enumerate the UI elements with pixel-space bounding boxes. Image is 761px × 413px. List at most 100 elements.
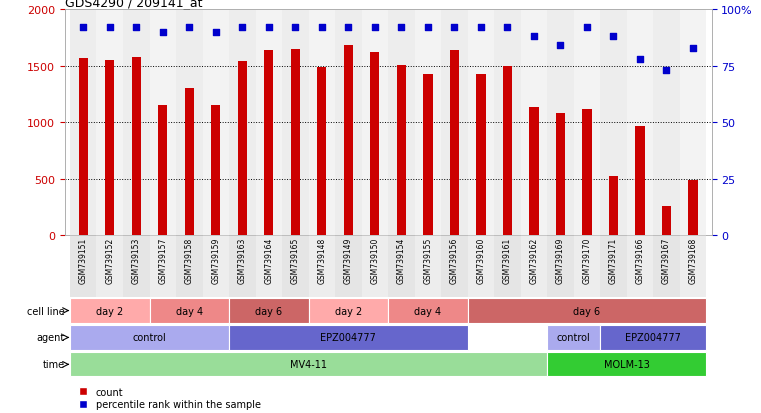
Bar — [582, 109, 591, 235]
Bar — [149, 299, 229, 323]
Bar — [256, 235, 282, 297]
Bar — [388, 10, 415, 235]
Bar — [680, 10, 706, 235]
Bar — [158, 106, 167, 235]
Point — [316, 25, 328, 32]
Bar — [653, 235, 680, 297]
Text: day 2: day 2 — [96, 306, 123, 316]
Bar — [70, 10, 97, 235]
Bar — [415, 235, 441, 297]
Bar — [229, 299, 308, 323]
Bar — [344, 46, 353, 235]
Bar — [202, 235, 229, 297]
Text: GSM739151: GSM739151 — [78, 237, 88, 283]
Point — [422, 25, 434, 32]
Point — [369, 25, 381, 32]
Point — [236, 25, 248, 32]
Bar — [600, 10, 627, 235]
Text: agent: agent — [37, 332, 65, 343]
Point — [687, 45, 699, 52]
Text: cell line: cell line — [27, 306, 65, 316]
Bar — [476, 74, 486, 235]
Point — [157, 29, 169, 36]
Point — [210, 29, 222, 36]
Point — [77, 25, 89, 32]
Text: EPZ004777: EPZ004777 — [320, 332, 376, 343]
Text: day 4: day 4 — [414, 306, 441, 316]
Point — [263, 25, 275, 32]
Text: GSM739169: GSM739169 — [556, 237, 565, 284]
Bar — [335, 235, 361, 297]
Point — [289, 25, 301, 32]
Bar — [450, 51, 459, 235]
Bar — [600, 235, 627, 297]
Bar — [468, 299, 706, 323]
Bar — [264, 51, 273, 235]
Bar — [574, 10, 600, 235]
Text: GSM739159: GSM739159 — [212, 237, 220, 284]
Bar — [176, 10, 202, 235]
Bar — [680, 235, 706, 297]
Bar — [689, 180, 698, 235]
Text: GSM739163: GSM739163 — [237, 237, 247, 284]
Bar — [547, 10, 574, 235]
Bar — [468, 10, 494, 235]
Point — [661, 68, 673, 74]
Legend: count, percentile rank within the sample: count, percentile rank within the sample — [69, 383, 265, 413]
Text: GSM739165: GSM739165 — [291, 237, 300, 284]
Bar — [361, 235, 388, 297]
Text: GSM739153: GSM739153 — [132, 237, 141, 284]
Bar — [97, 10, 123, 235]
Point — [130, 25, 142, 32]
Bar — [635, 126, 645, 235]
Text: GSM739161: GSM739161 — [503, 237, 512, 283]
Text: time: time — [43, 359, 65, 370]
Point — [342, 25, 355, 32]
Bar — [361, 10, 388, 235]
Text: GSM739166: GSM739166 — [635, 237, 645, 284]
Bar — [229, 235, 256, 297]
Bar — [282, 10, 308, 235]
Bar — [308, 235, 335, 297]
Point — [501, 25, 514, 32]
Bar — [423, 74, 432, 235]
Text: control: control — [132, 332, 167, 343]
Text: day 6: day 6 — [573, 306, 600, 316]
Text: GSM739148: GSM739148 — [317, 237, 326, 283]
Bar — [97, 235, 123, 297]
Text: GDS4290 / 209141_at: GDS4290 / 209141_at — [65, 0, 202, 9]
Text: GSM739149: GSM739149 — [344, 237, 353, 284]
Bar — [609, 177, 618, 235]
Point — [183, 25, 196, 32]
Text: GSM739158: GSM739158 — [185, 237, 194, 283]
Bar — [70, 235, 97, 297]
Text: EPZ004777: EPZ004777 — [626, 332, 681, 343]
Bar — [317, 68, 326, 235]
Text: GSM739170: GSM739170 — [582, 237, 591, 284]
Bar — [70, 325, 229, 350]
Text: GSM739164: GSM739164 — [264, 237, 273, 284]
Bar — [78, 59, 88, 235]
Bar — [503, 66, 512, 235]
Bar — [105, 61, 114, 235]
Bar — [662, 206, 671, 235]
Bar — [574, 235, 600, 297]
Text: day 6: day 6 — [255, 306, 282, 316]
Text: MOLM-13: MOLM-13 — [603, 359, 650, 370]
Text: GSM739156: GSM739156 — [450, 237, 459, 284]
Bar — [256, 10, 282, 235]
Bar — [415, 10, 441, 235]
Bar — [494, 235, 521, 297]
Bar — [547, 352, 706, 377]
Point — [475, 25, 487, 32]
Text: day 2: day 2 — [335, 306, 362, 316]
Text: GSM739150: GSM739150 — [371, 237, 379, 284]
Bar — [396, 66, 406, 235]
Bar — [556, 114, 565, 235]
Bar — [149, 235, 176, 297]
Bar — [176, 235, 202, 297]
Bar — [547, 325, 600, 350]
Bar — [149, 10, 176, 235]
Bar — [123, 10, 149, 235]
Bar — [627, 235, 653, 297]
